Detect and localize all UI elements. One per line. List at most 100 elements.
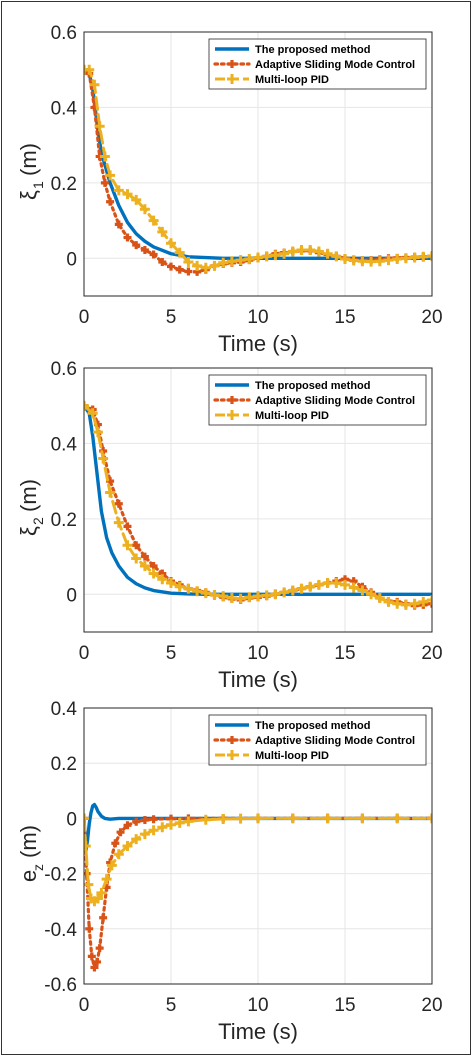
data-point-pid [192, 586, 203, 597]
data-point-pid [183, 257, 194, 268]
data-point-pid [157, 226, 168, 237]
data-point-pid [427, 251, 432, 262]
data-point-pid [174, 817, 185, 828]
legend-label: Adaptive Sliding Mode Control [255, 395, 415, 407]
data-point-pid [92, 427, 103, 438]
y-tick-label: -0.4 [44, 920, 77, 941]
data-point-pid [84, 879, 94, 890]
x-tick-label: 20 [421, 995, 442, 1016]
x-tick-label: 15 [334, 307, 355, 328]
data-point-pid [400, 253, 411, 264]
data-point-pid [218, 591, 229, 602]
legend-marker [227, 410, 237, 420]
legend-label: The proposed method [255, 44, 371, 56]
legend: The proposed method Adaptive Sliding Mode… [208, 374, 427, 426]
y-axis-label: ξ1 (m) [16, 143, 46, 200]
data-point-asmc [123, 522, 132, 531]
data-point-pid [235, 255, 246, 266]
series-multi-loop-pid [84, 64, 432, 273]
legend-item-proposed-method: The proposed method [215, 44, 371, 56]
y-tick-label: 0 [66, 249, 77, 270]
y-axis-label-unit: (m) [16, 143, 41, 176]
axes-box [83, 707, 433, 985]
y-axis-label-unit: (m) [16, 479, 41, 512]
data-point-pid [418, 596, 429, 607]
data-point-asmc [85, 924, 94, 933]
panel-3: 0 5 10 15 20 -0.6 -0.4 -0.2 0 0.2 0.4 Time (s) ez (m)… [16, 699, 443, 1044]
data-point-pid [305, 244, 316, 255]
legend-label: The proposed method [255, 720, 371, 732]
data-point-asmc [123, 233, 132, 242]
series-multi-loop-pid [84, 813, 432, 907]
legend-item-multi-loop-pid: Multi-loop PID [215, 750, 329, 762]
data-point-pid [84, 813, 89, 824]
x-tick-label: 5 [166, 307, 177, 328]
data-point-pid [313, 246, 324, 257]
series-multi-loop-pid [84, 400, 432, 610]
data-point-asmc [106, 197, 115, 206]
data-point-pid [139, 204, 150, 215]
data-point-asmc [114, 220, 123, 229]
x-tick-label: 0 [79, 995, 90, 1016]
data-point-asmc [100, 178, 109, 187]
data-point-asmc [111, 839, 120, 848]
data-point-pid [261, 590, 272, 601]
y-tick-label: 0.4 [51, 434, 78, 455]
data-point-pid [279, 587, 290, 598]
legend-label: Adaptive Sliding Mode Control [255, 59, 415, 71]
series-proposed-method [84, 404, 432, 596]
data-point-asmc [167, 262, 175, 271]
data-point-pid [209, 260, 220, 271]
data-point-pid [122, 189, 133, 200]
data-point-pid [87, 408, 98, 419]
legend-marker [228, 396, 236, 404]
data-point-pid [366, 256, 377, 267]
data-point-pid [96, 887, 107, 898]
data-point-pid [166, 238, 176, 249]
data-point-pid [313, 579, 324, 590]
x-tick-label: 10 [247, 995, 268, 1016]
data-point-pid [340, 579, 350, 590]
data-point-pid [235, 593, 246, 604]
data-point-pid [392, 598, 403, 609]
data-point-asmc [149, 815, 158, 824]
x-axis-label: Time (s) [218, 667, 298, 692]
data-point-asmc [99, 913, 108, 922]
data-point-pid [357, 585, 368, 596]
data-point-pid [200, 588, 211, 599]
x-tick-label: 5 [166, 995, 177, 1016]
y-tick-label: 0 [66, 585, 77, 606]
data-point-pid [166, 577, 176, 588]
data-point-pid [253, 813, 263, 824]
data-point-pid [200, 262, 211, 273]
x-tick-label: 15 [334, 643, 355, 664]
data-point-pid [157, 574, 168, 585]
data-point-asmc [175, 265, 184, 274]
data-point-pid [322, 248, 333, 259]
legend-item-proposed-method: The proposed method [215, 380, 371, 392]
legend-marker [228, 736, 236, 744]
data-point-pid [253, 591, 263, 602]
x-tick-label: 10 [247, 307, 268, 328]
data-point-pid [331, 251, 342, 262]
data-point-pid [105, 487, 116, 498]
legend-item-multi-loop-pid: Multi-loop PID [215, 74, 329, 86]
data-point-asmc [158, 258, 167, 267]
data-point-pid [113, 849, 124, 860]
data-point-pid [131, 553, 142, 564]
data-point-pid [101, 874, 112, 885]
legend-label: Multi-loop PID [255, 750, 329, 762]
data-point-pid [209, 590, 220, 601]
data-point-pid [340, 254, 350, 265]
y-tick-label: -0.6 [44, 975, 77, 996]
x-axis-label: Time (s) [218, 1019, 298, 1044]
y-axis-label: ez (m) [16, 825, 46, 882]
data-point-pid [148, 825, 159, 836]
data-point-pid [383, 596, 394, 607]
legend-item-asmc: Adaptive Sliding Mode Control [213, 735, 415, 747]
data-point-pid [113, 185, 124, 196]
data-point-pid [174, 247, 185, 258]
x-tick-label: 15 [334, 995, 355, 1016]
y-tick-label: -0.2 [44, 865, 77, 886]
data-point-pid [183, 583, 194, 594]
